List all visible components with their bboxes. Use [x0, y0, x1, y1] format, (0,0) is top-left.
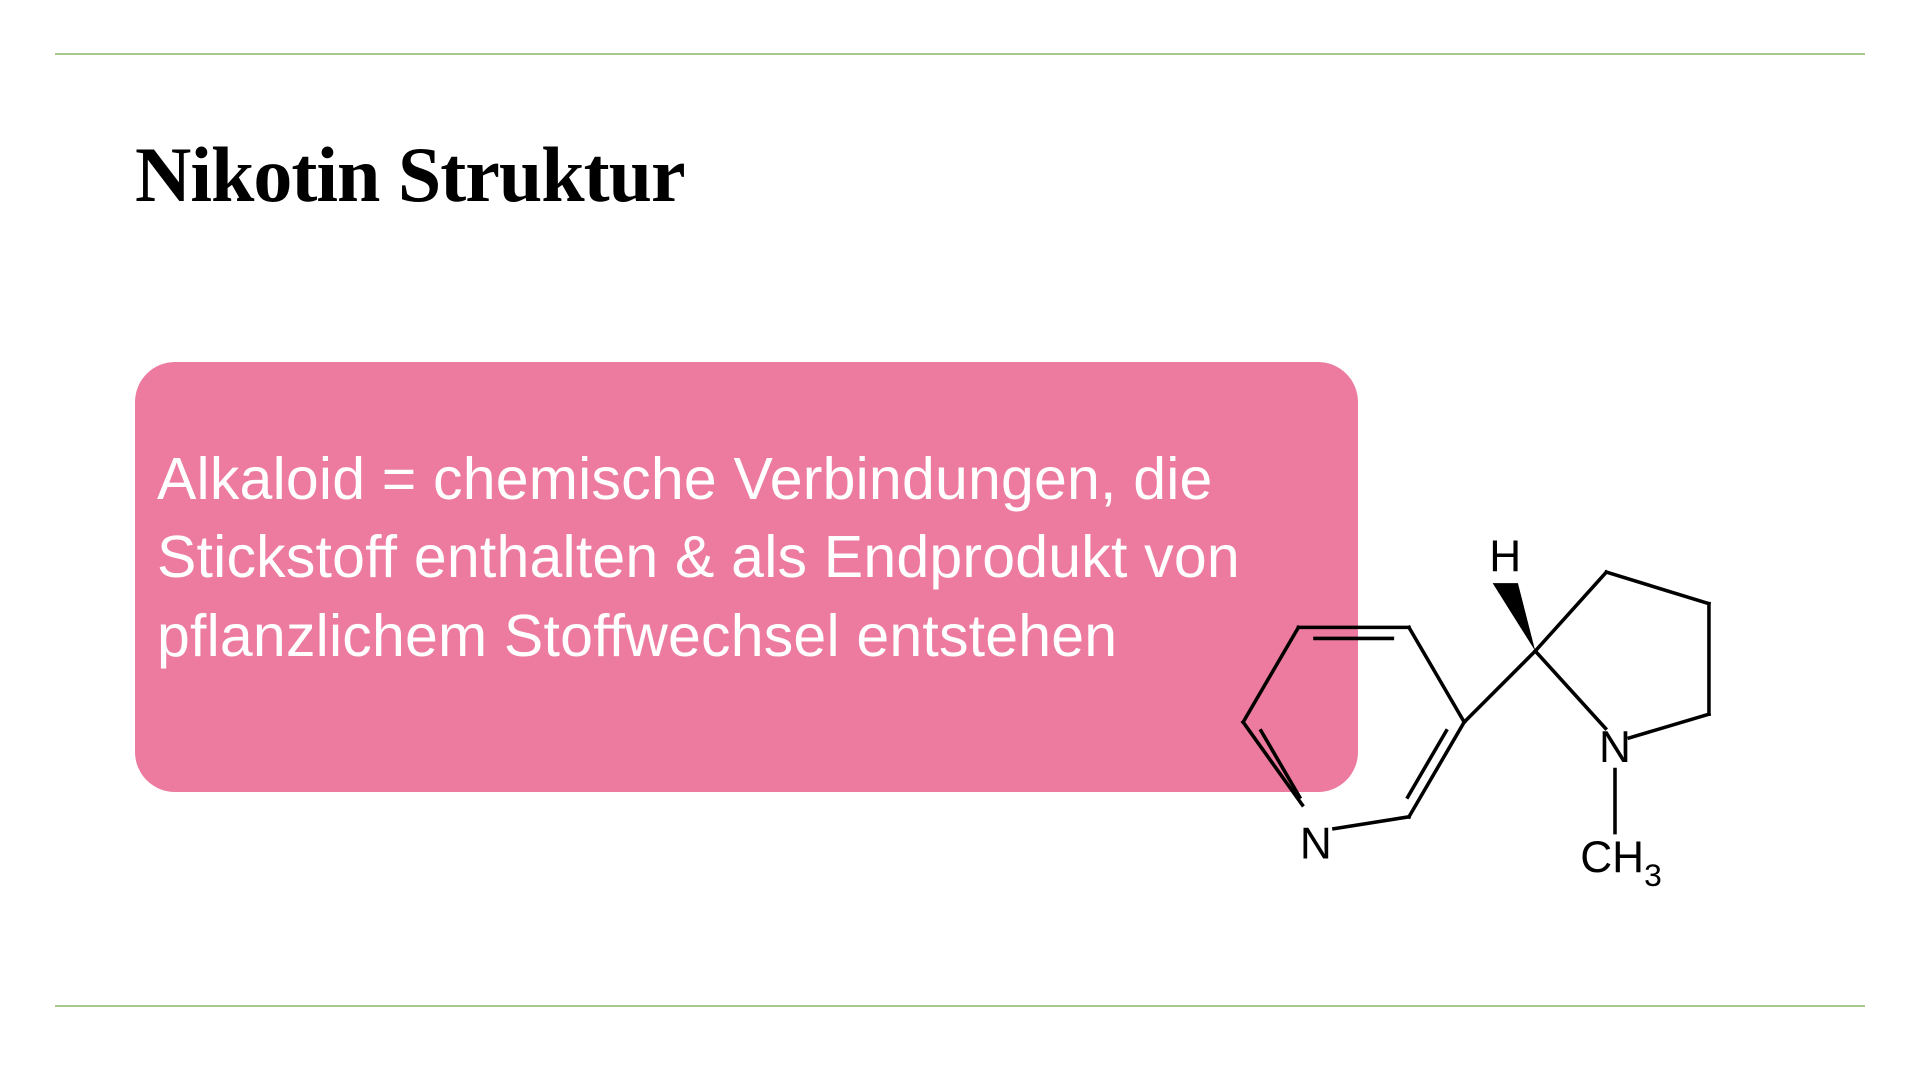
page-title: Nikotin Struktur: [135, 130, 685, 220]
svg-text:N: N: [1300, 820, 1332, 869]
definition-text: Alkaloid = chemische Verbindungen, die S…: [157, 440, 1336, 675]
svg-text:CH3: CH3: [1580, 833, 1662, 893]
svg-text:H: H: [1489, 532, 1521, 581]
svg-text:N: N: [1599, 723, 1631, 772]
top-divider: [55, 53, 1865, 55]
nicotine-structure-diagram: N N CH3 H: [1180, 490, 1780, 970]
definition-callout: Alkaloid = chemische Verbindungen, die S…: [135, 362, 1358, 792]
bottom-divider: [55, 1005, 1865, 1007]
